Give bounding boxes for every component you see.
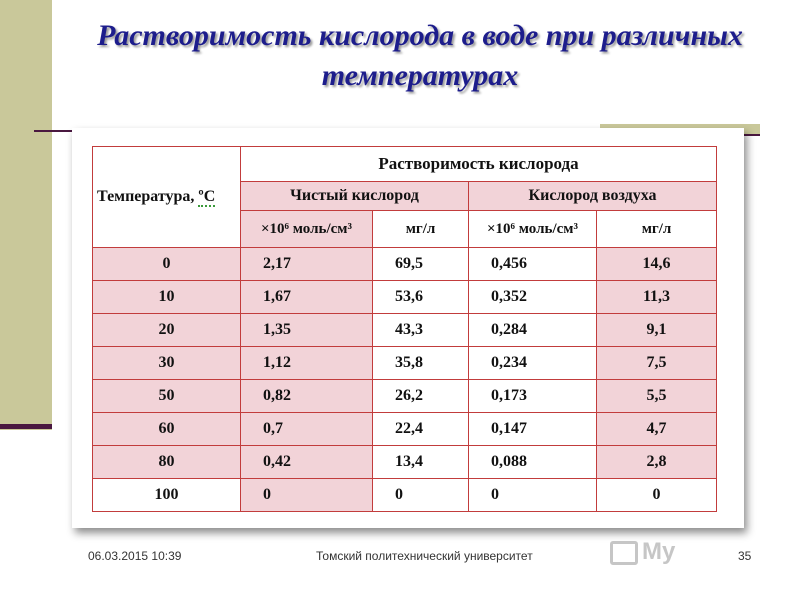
footer-date: 06.03.2015 10:39 bbox=[88, 549, 182, 563]
air-oxygen-mgl-cell: 4,7 bbox=[596, 412, 717, 446]
pure-oxygen-mol-cell: 1,35 bbox=[240, 313, 373, 347]
table-row: 20 1,35 43,3 0,284 9,1 bbox=[92, 313, 717, 347]
sub-header-pure-oxygen: Чистый кислород bbox=[240, 181, 469, 211]
slide-title: Растворимость кислорода в воде при разли… bbox=[97, 19, 743, 92]
table-row: 50 0,82 26,2 0,173 5,5 bbox=[92, 379, 717, 413]
unit-header-mol: ×10⁶ моль/см³ bbox=[240, 210, 373, 248]
air-oxygen-mol-cell: 0,173 bbox=[468, 379, 597, 413]
table-row: 30 1,12 35,8 0,234 7,5 bbox=[92, 346, 717, 380]
air-oxygen-mgl-cell: 2,8 bbox=[596, 445, 717, 479]
air-oxygen-mgl-cell: 0 bbox=[596, 478, 717, 512]
air-oxygen-mgl-cell: 9,1 bbox=[596, 313, 717, 347]
air-oxygen-mol-cell: 0,352 bbox=[468, 280, 597, 314]
temperature-cell: 50 bbox=[92, 379, 241, 413]
table-row: 0 2,17 69,5 0,456 14,6 bbox=[92, 247, 717, 281]
air-oxygen-mol-cell: 0,284 bbox=[468, 313, 597, 347]
pure-oxygen-mgl-cell: 13,4 bbox=[372, 445, 469, 479]
temperature-header: Температура, ºC bbox=[92, 146, 241, 248]
air-oxygen-mgl-cell: 14,6 bbox=[596, 247, 717, 281]
pure-oxygen-mol-cell: 0,42 bbox=[240, 445, 373, 479]
pure-oxygen-mgl-cell: 26,2 bbox=[372, 379, 469, 413]
watermark-logo: My bbox=[610, 538, 675, 566]
air-oxygen-mgl-cell: 5,5 bbox=[596, 379, 717, 413]
title-rule-left bbox=[34, 130, 104, 132]
temperature-unit: ºC bbox=[198, 188, 216, 207]
page-number: 35 bbox=[738, 549, 752, 563]
air-oxygen-mol-cell: 0,234 bbox=[468, 346, 597, 380]
table-row: 10 1,67 53,6 0,352 11,3 bbox=[92, 280, 717, 314]
pure-oxygen-mgl-cell: 0 bbox=[372, 478, 469, 512]
air-oxygen-mgl-cell: 7,5 bbox=[596, 346, 717, 380]
temperature-header-label: Температура, bbox=[97, 188, 199, 205]
air-oxygen-mol-cell: 0,456 bbox=[468, 247, 597, 281]
pure-oxygen-mol-cell: 2,17 bbox=[240, 247, 373, 281]
unit-header-mgl: мг/л bbox=[596, 210, 717, 248]
pure-oxygen-mgl-cell: 35,8 bbox=[372, 346, 469, 380]
pure-oxygen-mol-cell: 0 bbox=[240, 478, 373, 512]
solubility-table: Температура, ºC Растворимость кислорода … bbox=[92, 146, 717, 512]
footer-organization: Томский политехнический университет bbox=[316, 549, 533, 563]
left-accent-line bbox=[0, 424, 52, 429]
pure-oxygen-mgl-cell: 43,3 bbox=[372, 313, 469, 347]
air-oxygen-mol-cell: 0 bbox=[468, 478, 597, 512]
table-row: 80 0,42 13,4 0,088 2,8 bbox=[92, 445, 717, 479]
air-oxygen-mgl-cell: 11,3 bbox=[596, 280, 717, 314]
pure-oxygen-mgl-cell: 22,4 bbox=[372, 412, 469, 446]
group-header: Растворимость кислорода bbox=[240, 146, 717, 182]
unit-header-mgl: мг/л bbox=[372, 210, 469, 248]
table-row: 100 0 0 0 0 bbox=[92, 478, 717, 512]
monitor-icon bbox=[610, 540, 638, 565]
pure-oxygen-mgl-cell: 69,5 bbox=[372, 247, 469, 281]
pure-oxygen-mol-cell: 1,12 bbox=[240, 346, 373, 380]
pure-oxygen-mgl-cell: 53,6 bbox=[372, 280, 469, 314]
pure-oxygen-mol-cell: 1,67 bbox=[240, 280, 373, 314]
air-oxygen-mol-cell: 0,088 bbox=[468, 445, 597, 479]
temperature-cell: 30 bbox=[92, 346, 241, 380]
left-accent-bar bbox=[0, 0, 52, 430]
temperature-cell: 60 bbox=[92, 412, 241, 446]
temperature-cell: 80 bbox=[92, 445, 241, 479]
pure-oxygen-mol-cell: 0,82 bbox=[240, 379, 373, 413]
temperature-cell: 20 bbox=[92, 313, 241, 347]
temperature-cell: 100 bbox=[92, 478, 241, 512]
pure-oxygen-mol-cell: 0,7 bbox=[240, 412, 373, 446]
temperature-cell: 10 bbox=[92, 280, 241, 314]
logo-text: My bbox=[642, 538, 676, 565]
table-row: 60 0,7 22,4 0,147 4,7 bbox=[92, 412, 717, 446]
table-image: Температура, ºC Растворимость кислорода … bbox=[72, 128, 744, 528]
unit-header-mol: ×10⁶ моль/см³ bbox=[468, 210, 597, 248]
temperature-cell: 0 bbox=[92, 247, 241, 281]
sub-header-air-oxygen: Кислород воздуха bbox=[468, 181, 717, 211]
air-oxygen-mol-cell: 0,147 bbox=[468, 412, 597, 446]
